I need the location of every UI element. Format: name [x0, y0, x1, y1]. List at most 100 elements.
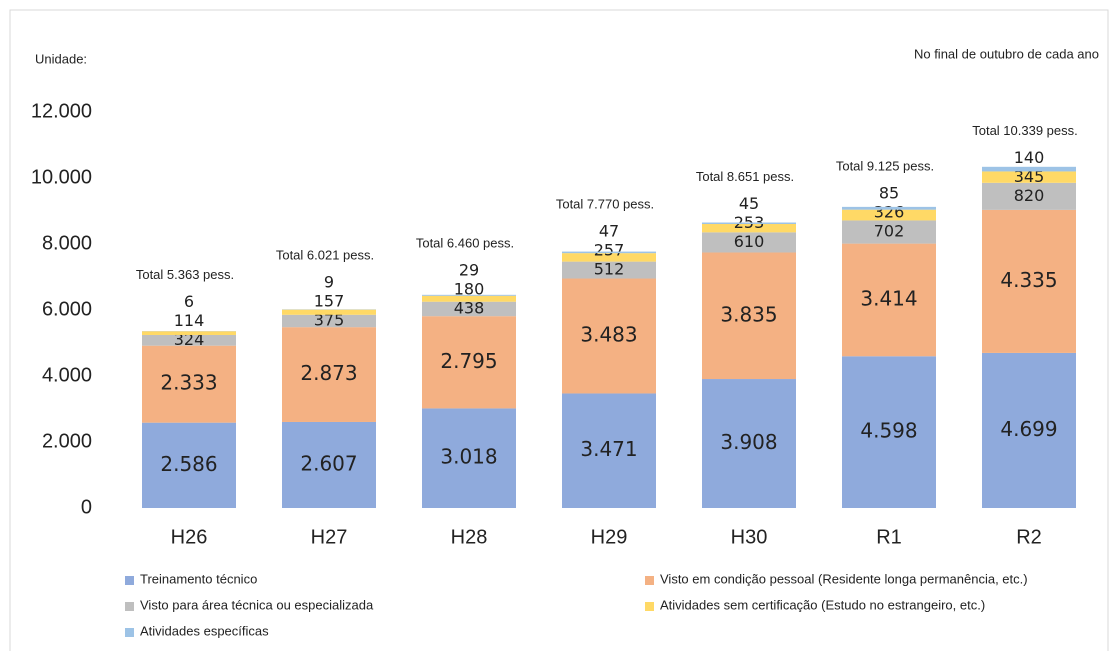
data-label: 140	[1014, 148, 1045, 167]
bar-segment	[142, 345, 236, 423]
bar-segment	[562, 261, 656, 279]
data-label: 512	[594, 260, 625, 279]
bar-segment	[422, 294, 516, 296]
data-label: 6	[184, 292, 194, 311]
data-label: 702	[874, 222, 905, 241]
bar-segment	[842, 356, 936, 508]
bar-segment	[142, 334, 236, 346]
bar-segment	[282, 309, 376, 315]
frame	[9, 9, 1109, 651]
data-label: 2.586	[160, 452, 217, 476]
data-label: 45	[739, 194, 759, 213]
data-label: 3.908	[720, 430, 777, 454]
legend-swatch	[125, 628, 134, 637]
bar-segment	[562, 253, 656, 262]
bar-segment	[142, 422, 236, 508]
data-label: 47	[599, 222, 619, 241]
bar-segment	[842, 220, 936, 244]
data-label: 257	[594, 241, 625, 260]
bar-segment	[982, 171, 1076, 183]
data-label: 3.483	[580, 322, 637, 346]
y-tick-label: 12.000	[31, 100, 92, 122]
legend-label: Treinamento técnico	[140, 571, 257, 586]
y-tick-label: 2.000	[42, 430, 92, 452]
data-label: 29	[459, 260, 479, 279]
y-tick-label: 6.000	[42, 298, 92, 320]
bar-segment	[422, 316, 516, 409]
bar-segment	[842, 206, 936, 210]
bar-segment	[282, 421, 376, 508]
y-tick-label: 10.000	[31, 166, 92, 188]
bar-segment	[702, 379, 796, 508]
data-label: 2.333	[160, 371, 217, 395]
bar-segment	[422, 408, 516, 508]
bar-segment	[702, 224, 796, 233]
legend-swatch	[125, 602, 134, 611]
x-tick-label: H27	[311, 526, 348, 548]
bar-segment	[842, 209, 936, 221]
data-label: 2.873	[300, 361, 357, 385]
total-label: Total 7.770 pess.	[556, 197, 654, 212]
data-label: 2.795	[440, 349, 497, 373]
data-label: 4.335	[1000, 268, 1057, 292]
bar-segment	[702, 232, 796, 253]
data-label: 4.699	[1000, 417, 1057, 441]
data-label: 253	[734, 213, 765, 232]
data-label: 9	[324, 272, 334, 291]
total-label: Total 8.651 pess.	[696, 169, 794, 184]
data-label: 375	[314, 310, 345, 329]
data-label: 820	[1014, 186, 1045, 205]
total-label: Total 10.339 pess.	[972, 123, 1078, 138]
legend-swatch	[645, 576, 654, 585]
data-label: 438	[454, 298, 485, 317]
data-label: 326	[874, 203, 905, 222]
unit-label: Unidade:	[35, 51, 87, 66]
data-label: 4.598	[860, 419, 917, 443]
bar-segment	[562, 393, 656, 508]
y-tick-label: 8.000	[42, 232, 92, 254]
data-label: 345	[1014, 167, 1045, 186]
x-tick-label: H29	[591, 526, 628, 548]
data-label: 114	[174, 311, 205, 330]
bar-segment	[982, 209, 1076, 353]
bar-segment	[282, 314, 376, 328]
data-label: 157	[314, 291, 345, 310]
data-label: 3.018	[440, 445, 497, 469]
bar-segment	[702, 252, 796, 380]
total-label: Total 5.363 pess.	[136, 267, 234, 282]
data-label: 3.835	[720, 302, 777, 326]
total-label: Total 9.125 pess.	[836, 158, 934, 173]
y-tick-label: 0	[81, 496, 92, 518]
bar-segment	[282, 327, 376, 422]
bar-segment	[982, 182, 1076, 210]
legend-swatch	[125, 576, 134, 585]
legend-swatch	[645, 602, 654, 611]
legend-label: Atividades específicas	[140, 623, 269, 638]
bar-segment	[422, 295, 516, 302]
legend-label: Visto para área técnica ou especializada	[140, 597, 374, 612]
x-tick-label: H30	[731, 526, 768, 548]
bar-segment	[562, 278, 656, 394]
bar-segment	[982, 352, 1076, 508]
legend-label: Visto em condição pessoal (Residente lon…	[660, 571, 1028, 586]
x-tick-label: R2	[1016, 526, 1042, 548]
total-label: Total 6.021 pess.	[276, 247, 374, 262]
bar-segment	[842, 243, 936, 357]
x-tick-label: H26	[171, 526, 208, 548]
legend-label: Atividades sem certificação (Estudo no e…	[660, 597, 985, 612]
bar-segment	[562, 251, 656, 254]
y-tick-label: 4.000	[42, 364, 92, 386]
x-tick-label: H28	[451, 526, 488, 548]
note: No final de outubro de cada ano	[914, 46, 1099, 61]
bar-segment	[702, 222, 796, 225]
total-label: Total 6.460 pess.	[416, 235, 514, 250]
x-tick-label: R1	[876, 526, 902, 548]
bar-segment	[422, 301, 516, 317]
data-label: 610	[734, 232, 765, 251]
data-label: 2.607	[300, 451, 357, 475]
data-label: 85	[879, 184, 899, 203]
bar-segment	[142, 331, 236, 335]
bar-segment	[982, 166, 1076, 172]
data-label: 180	[454, 279, 485, 298]
